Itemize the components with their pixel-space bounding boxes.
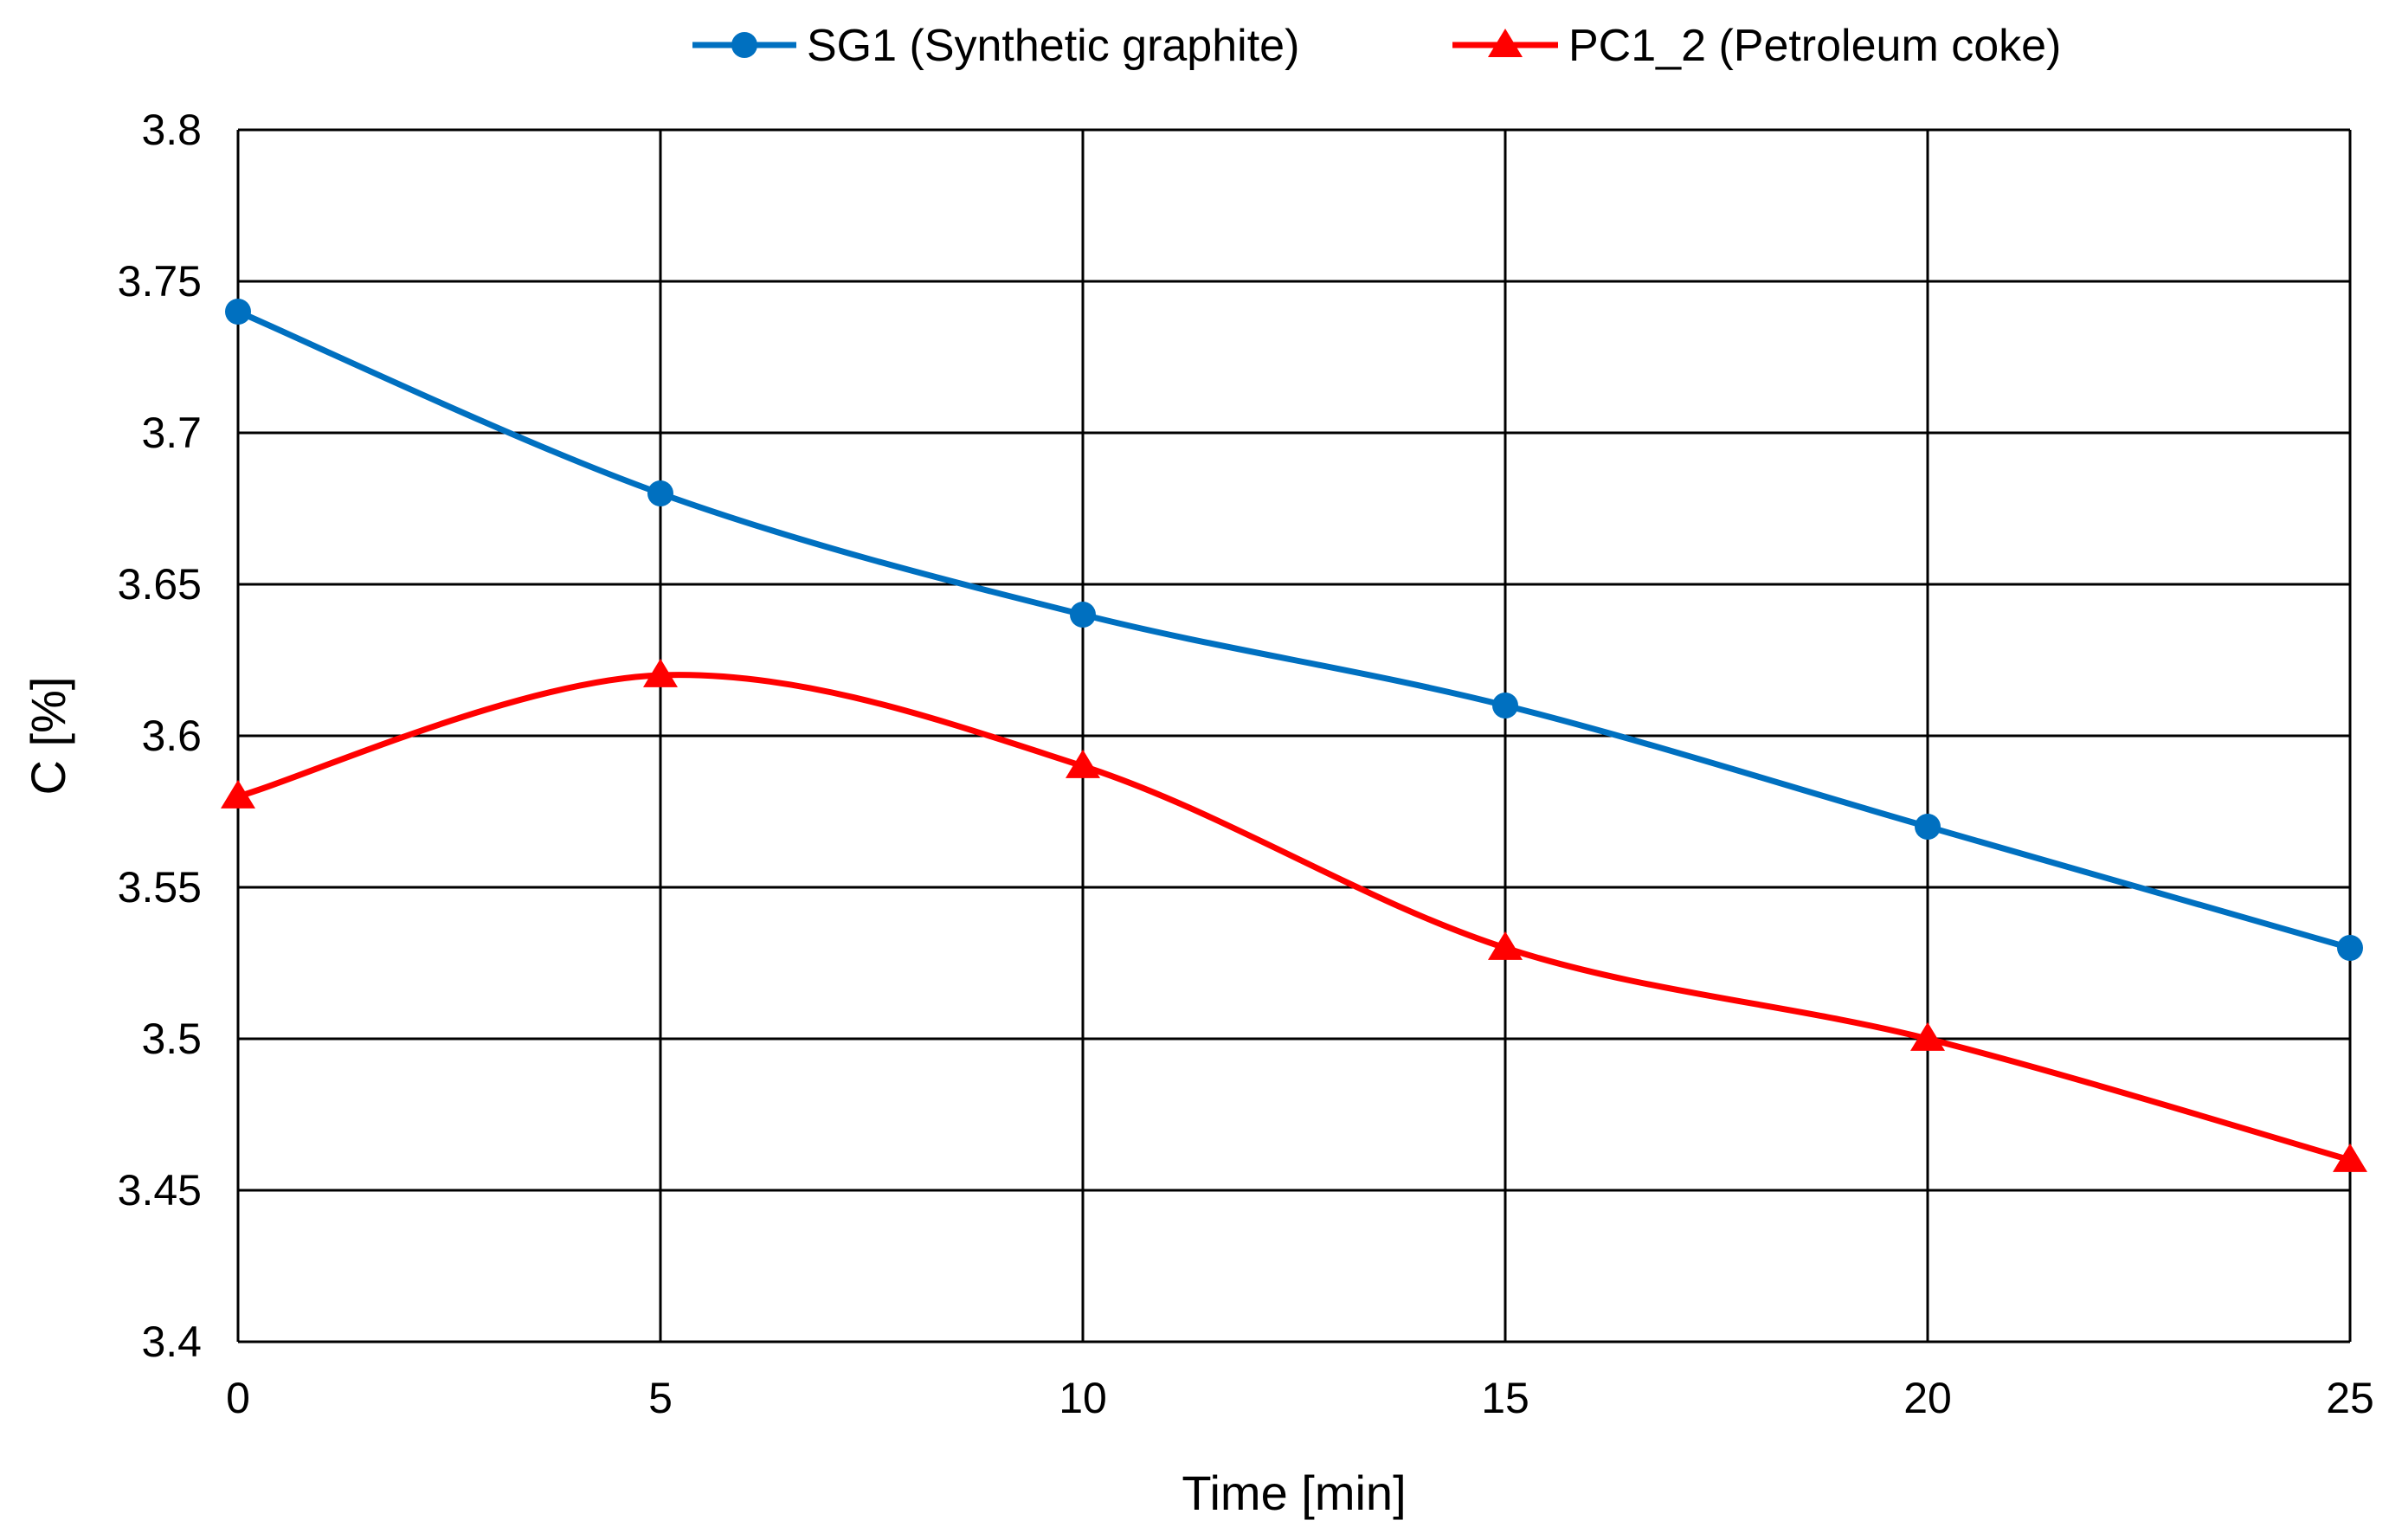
- series-group: [221, 299, 2367, 1172]
- x-tick-label: 15: [1481, 1374, 1529, 1422]
- legend-label-sg1: SG1 (Synthetic graphite): [807, 21, 1299, 71]
- x-tick-label: 10: [1059, 1374, 1107, 1422]
- data-point-sg1[interactable]: [1492, 693, 1518, 718]
- x-axis-ticks: 0 5 10 15 20 25: [226, 1374, 2374, 1422]
- legend-item-sg1[interactable]: SG1 (Synthetic graphite): [692, 21, 1299, 71]
- x-axis-title: Time [min]: [1182, 1466, 1406, 1520]
- y-tick-label: 3.7: [141, 409, 202, 457]
- y-tick-label: 3.55: [118, 863, 202, 912]
- data-point-sg1[interactable]: [1915, 814, 1941, 840]
- legend-label-pc1-2: PC1_2 (Petroleum coke): [1568, 21, 2061, 71]
- series-line-sg1: [236, 308, 2351, 951]
- y-tick-label: 3.75: [118, 257, 202, 306]
- data-point-sg1[interactable]: [225, 299, 251, 325]
- data-point-sg1[interactable]: [2337, 935, 2363, 961]
- legend-item-pc1-2[interactable]: PC1_2 (Petroleum coke): [1452, 21, 2061, 71]
- data-point-sg1[interactable]: [1070, 602, 1096, 628]
- data-point-pc1-2[interactable]: [643, 658, 678, 687]
- grid: [236, 128, 2352, 1343]
- y-axis-title: C [%]: [21, 677, 75, 796]
- legend: SG1 (Synthetic graphite) PC1_2 (Petroleu…: [692, 21, 2061, 71]
- data-point-pc1-2[interactable]: [221, 779, 255, 809]
- x-tick-label: 0: [226, 1374, 250, 1422]
- x-tick-label: 25: [2326, 1374, 2374, 1422]
- y-tick-label: 3.6: [141, 712, 202, 760]
- y-tick-label: 3.45: [118, 1166, 202, 1215]
- data-point-pc1-2[interactable]: [1910, 1021, 1945, 1051]
- y-tick-label: 3.8: [141, 106, 202, 154]
- y-axis-ticks: 3.4 3.45 3.5 3.55 3.6 3.65 3.7 3.75 3.8: [118, 106, 202, 1366]
- x-tick-label: 20: [1903, 1374, 1952, 1422]
- y-tick-label: 3.5: [141, 1015, 202, 1063]
- x-tick-label: 5: [648, 1374, 673, 1422]
- legend-marker-pc1-2: [1488, 29, 1523, 57]
- data-point-pc1-2[interactable]: [1488, 931, 1523, 960]
- y-tick-label: 3.65: [118, 560, 202, 609]
- series-line-pc1-2: [237, 672, 2351, 1163]
- data-point-pc1-2[interactable]: [2333, 1143, 2367, 1172]
- legend-marker-sg1: [731, 32, 757, 58]
- data-point-pc1-2[interactable]: [1066, 749, 1100, 778]
- data-point-sg1[interactable]: [647, 480, 673, 506]
- y-tick-label: 3.4: [141, 1318, 202, 1366]
